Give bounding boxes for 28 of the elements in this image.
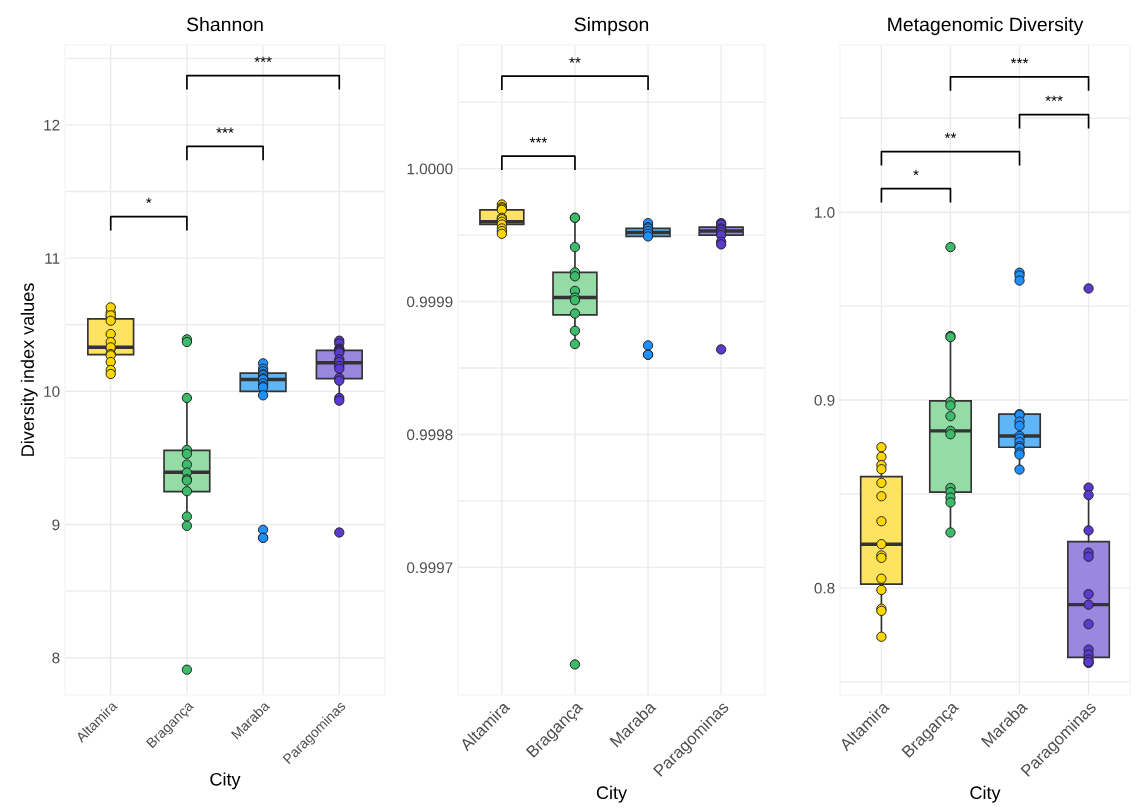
- y-tick-label: 0.9999: [407, 296, 453, 308]
- y-tick-label: 0.9997: [407, 562, 453, 574]
- annotation: ***: [1045, 95, 1063, 102]
- y-tick-label: 9: [52, 519, 60, 531]
- y-tick-label: 0.9: [814, 394, 835, 406]
- chart-title: Simpson: [574, 17, 649, 36]
- annotation: ***: [254, 56, 272, 63]
- y-tick-label: 0.8: [814, 582, 835, 594]
- annotation: ***: [529, 137, 548, 143]
- y-tick-label: 10: [44, 386, 60, 397]
- annotation: ***: [1010, 57, 1029, 64]
- x-axis-title: City: [596, 785, 628, 803]
- y-tick-label: 1.0000: [407, 163, 453, 175]
- y-tick-label: 11: [45, 253, 60, 264]
- annotation: **: [944, 132, 957, 139]
- y-tick-label: 8: [52, 652, 60, 664]
- y-tick-label: 0.9998: [407, 429, 453, 441]
- annotation: **: [569, 57, 581, 63]
- x-axis-title: City: [210, 772, 241, 790]
- chart-title: Metagenomic Diversity: [888, 17, 1084, 36]
- x-axis-title: City: [970, 785, 1001, 803]
- y-axis-title: Diversity index values: [20, 283, 38, 456]
- annotation: *: [913, 169, 919, 176]
- chart-title: Shannon: [186, 17, 263, 32]
- annotation: *: [146, 197, 152, 204]
- y-tick-label: 1.0: [815, 207, 835, 218]
- y-tick-label: 12: [44, 119, 60, 131]
- annotation: ***: [216, 127, 234, 133]
